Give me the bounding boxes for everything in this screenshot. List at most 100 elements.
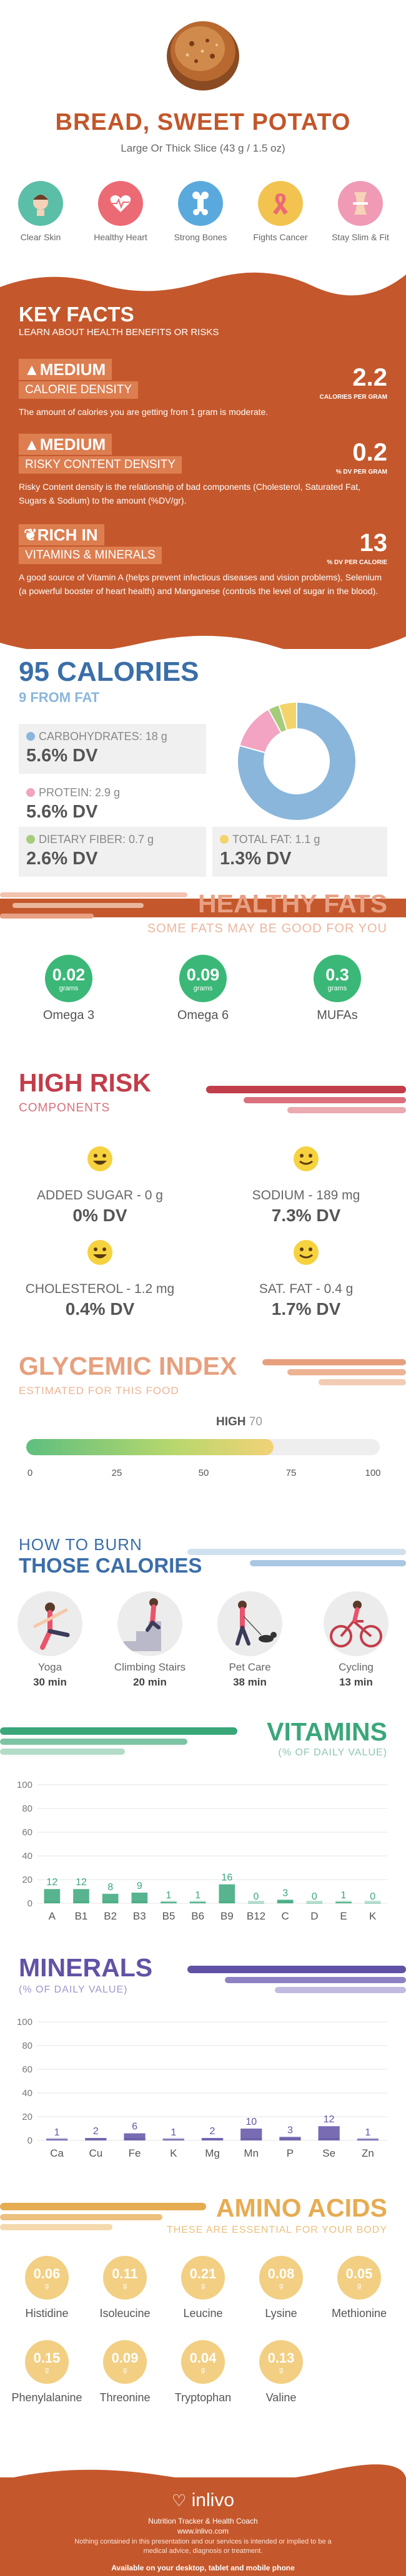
- fact-calorie-density: ▲MEDIUM CALORIE DENSITY 2.2 CALORIES PER…: [19, 359, 387, 419]
- bar-k: [162, 2139, 184, 2140]
- bar-value-label: 2: [210, 2126, 215, 2137]
- brand-logo[interactable]: ♡ inlivo: [171, 2490, 235, 2510]
- glycemic-level: HIGH 70: [216, 1415, 262, 1428]
- benefit-label: Healthy Heart: [94, 232, 147, 242]
- benefit-fights-cancer: Fights Cancer: [246, 181, 315, 243]
- risk-name: ADDED SUGAR - 0 g: [37, 1188, 163, 1203]
- amino-name: Methionine: [331, 2307, 387, 2320]
- fact-risky-content: ▲MEDIUM RISKY CONTENT DENSITY 0.2 % DV P…: [19, 434, 387, 507]
- bar-a: [44, 1889, 61, 1903]
- risk-name: SAT. FAT - 0.4 g: [259, 1282, 354, 1296]
- legend-dot: [26, 732, 35, 741]
- bar-e: [335, 1902, 352, 1903]
- smiley-icon: [294, 1240, 319, 1265]
- healthy-fats-title: HEALTHY FATS: [198, 889, 387, 918]
- bar-value-label: 12: [46, 1877, 57, 1888]
- smiley-icon: [87, 1240, 112, 1265]
- minerals-subtitle: (% OF DAILY VALUE): [19, 1984, 128, 1995]
- bar-base-b9: [219, 1901, 235, 1903]
- vitamins-subtitle: (% OF DAILY VALUE): [278, 1747, 387, 1758]
- fat-mufas: 0.3 grams MUFAs: [300, 955, 375, 1023]
- activity-pet-care: Pet Care 38 min: [206, 1591, 294, 1689]
- fact-label: RISKY CONTENT DENSITY: [19, 456, 182, 474]
- high-risk-subtitle: COMPONENTS: [19, 1101, 111, 1115]
- risk-dv: 0.4% DV: [65, 1299, 135, 1319]
- fat-badge: 0.02 grams: [45, 955, 92, 1002]
- activity-name: Cycling: [339, 1661, 374, 1673]
- amino-phenylalanine: 0.15 g Phenylalanine: [9, 2340, 84, 2404]
- bar-base-se: [318, 2138, 340, 2140]
- nutrient-dv: 5.6% DV: [26, 802, 98, 822]
- y-tick-label: 0: [27, 2135, 32, 2146]
- y-tick-label: 100: [17, 1780, 32, 1790]
- amino-name: Histidine: [25, 2307, 69, 2320]
- glycemic-tick: 75: [285, 1468, 297, 1478]
- x-tick-label: B1: [75, 1910, 88, 1922]
- amino-subtitle: THESE ARE ESSENTIAL FOR YOUR BODY: [166, 2225, 387, 2235]
- amino-name: Leucine: [183, 2307, 223, 2320]
- ribbon-icon: [258, 181, 303, 226]
- dog-walking-icon: [217, 1591, 282, 1656]
- fact-description: Risky Content density is the relationshi…: [19, 482, 361, 505]
- nutrient-dv: 1.3% DV: [220, 849, 292, 869]
- bar-base-zn: [357, 2138, 379, 2140]
- bar-base-mn: [240, 2138, 262, 2140]
- skin-face-icon: [18, 181, 63, 226]
- bar-value-label: 0: [312, 1891, 317, 1902]
- amino-badge: 0.11 g: [103, 2256, 147, 2300]
- fact-value: 0.2: [352, 439, 387, 466]
- brand-url[interactable]: www.inlivo.com: [177, 2527, 229, 2535]
- footer: [0, 2477, 406, 2576]
- leaf-icon: ❦: [24, 525, 37, 544]
- x-tick-label: Ca: [50, 2147, 64, 2159]
- bar-value-label: 9: [137, 1881, 142, 1891]
- risk-added-sugar: ADDED SUGAR - 0 g 0% DV: [6, 1145, 194, 1226]
- benefit-label: Clear Skin: [20, 232, 61, 242]
- calories-wave: [0, 635, 406, 661]
- x-tick-label: Fe: [129, 2147, 141, 2159]
- burn-deco-bars: [187, 1549, 406, 1566]
- fact-vitamins-minerals: ❦RICH IN VITAMINS & MINERALS 13 % DV PER…: [19, 524, 387, 598]
- benefit-label: Fights Cancer: [253, 232, 308, 242]
- x-tick-label: E: [340, 1910, 347, 1922]
- bar-b6: [189, 1902, 206, 1903]
- bar-value-label: 2: [93, 2126, 99, 2137]
- benefits-row: Clear Skin Healthy Heart Strong Bones Fi…: [0, 181, 406, 275]
- amino-deco-bars: [0, 2203, 206, 2230]
- glycemic-deco-bars: [262, 1359, 406, 1385]
- key-facts-subtitle: LEARN ABOUT HEALTH BENEFITS OR RISKS: [19, 327, 219, 338]
- risk-name: CHOLESTEROL - 1.2 mg: [25, 1282, 175, 1296]
- bar-value-label: 0: [254, 1891, 259, 1902]
- glycemic-title: GLYCEMIC INDEX: [19, 1352, 237, 1380]
- risk-dv: 1.7% DV: [271, 1299, 341, 1319]
- amino-badge: 0.05 g: [337, 2256, 381, 2300]
- vitamins-title: VITAMINS: [267, 1717, 387, 1746]
- fact-label: CALORIE DENSITY: [19, 381, 139, 399]
- x-tick-label: B9: [220, 1910, 234, 1922]
- x-tick-label: P: [287, 2147, 294, 2159]
- amino-name: Threonine: [99, 2391, 151, 2404]
- activity-time: 13 min: [339, 1676, 373, 1688]
- bar-base-mg: [201, 2138, 224, 2140]
- y-tick-label: 40: [22, 1851, 32, 1861]
- availability-note: Available on your desktop, tablet and mo…: [111, 2564, 295, 2572]
- warning-icon: ▲: [24, 435, 40, 454]
- fat-badge: 0.3 grams: [314, 955, 361, 1002]
- x-tick-label: Se: [322, 2147, 335, 2159]
- x-tick-label: Mg: [205, 2147, 220, 2159]
- high-risk-title: HIGH RISK: [19, 1068, 151, 1097]
- nutrient-dv: 2.6% DV: [26, 849, 98, 869]
- amino-badge: 0.08 g: [259, 2256, 303, 2300]
- vitamins-bar-chart: 02040608010012A12B18B29B31B51B616B90B123…: [17, 1780, 387, 1922]
- risk-sat-fat: SAT. FAT - 0.4 g 1.7% DV: [212, 1239, 400, 1319]
- activity-name: Yoga: [37, 1661, 62, 1673]
- bar-value-label: 12: [76, 1877, 87, 1888]
- glycemic-tick: 25: [111, 1468, 122, 1478]
- amino-threonine: 0.09 g Threonine: [87, 2340, 162, 2404]
- bar-p: [279, 2137, 301, 2140]
- amino-badge: 0.21 g: [181, 2256, 225, 2300]
- amino-name: Valine: [265, 2391, 297, 2404]
- amino-name: Phenylalanine: [11, 2391, 82, 2404]
- bar-value-label: 1: [365, 2127, 370, 2138]
